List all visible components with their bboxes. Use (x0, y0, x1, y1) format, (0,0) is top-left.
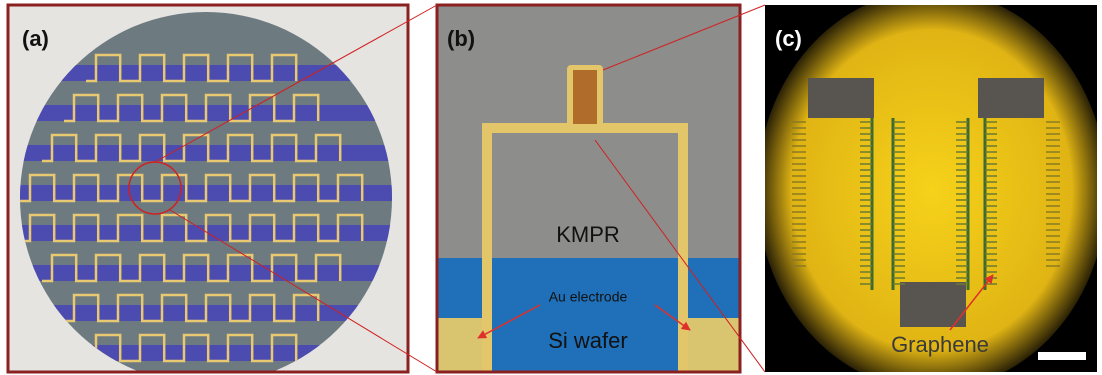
annotation: Si wafer (548, 328, 627, 353)
stripe (10, 185, 410, 201)
stripe (10, 145, 410, 161)
panel-b (437, 5, 740, 372)
au-pad (437, 318, 485, 372)
annotation: Au electrode (549, 289, 628, 305)
graphene (573, 70, 597, 124)
annotation: Graphene (891, 332, 989, 357)
pad (978, 78, 1044, 118)
panel-label: (c) (775, 26, 802, 51)
stripe (10, 265, 410, 281)
au-pad (688, 318, 740, 372)
panel-label: (a) (22, 26, 49, 51)
pad (808, 78, 874, 118)
stripe (10, 105, 410, 121)
panel-label: (b) (447, 26, 475, 51)
panel-c (757, 0, 1102, 375)
figure: (a) (b) (c) KMPR Au electrode Si wafer G… (0, 0, 1102, 375)
scale-bar (1038, 352, 1086, 360)
annotation: KMPR (556, 222, 620, 247)
pad (900, 282, 966, 327)
stripe (10, 225, 410, 241)
